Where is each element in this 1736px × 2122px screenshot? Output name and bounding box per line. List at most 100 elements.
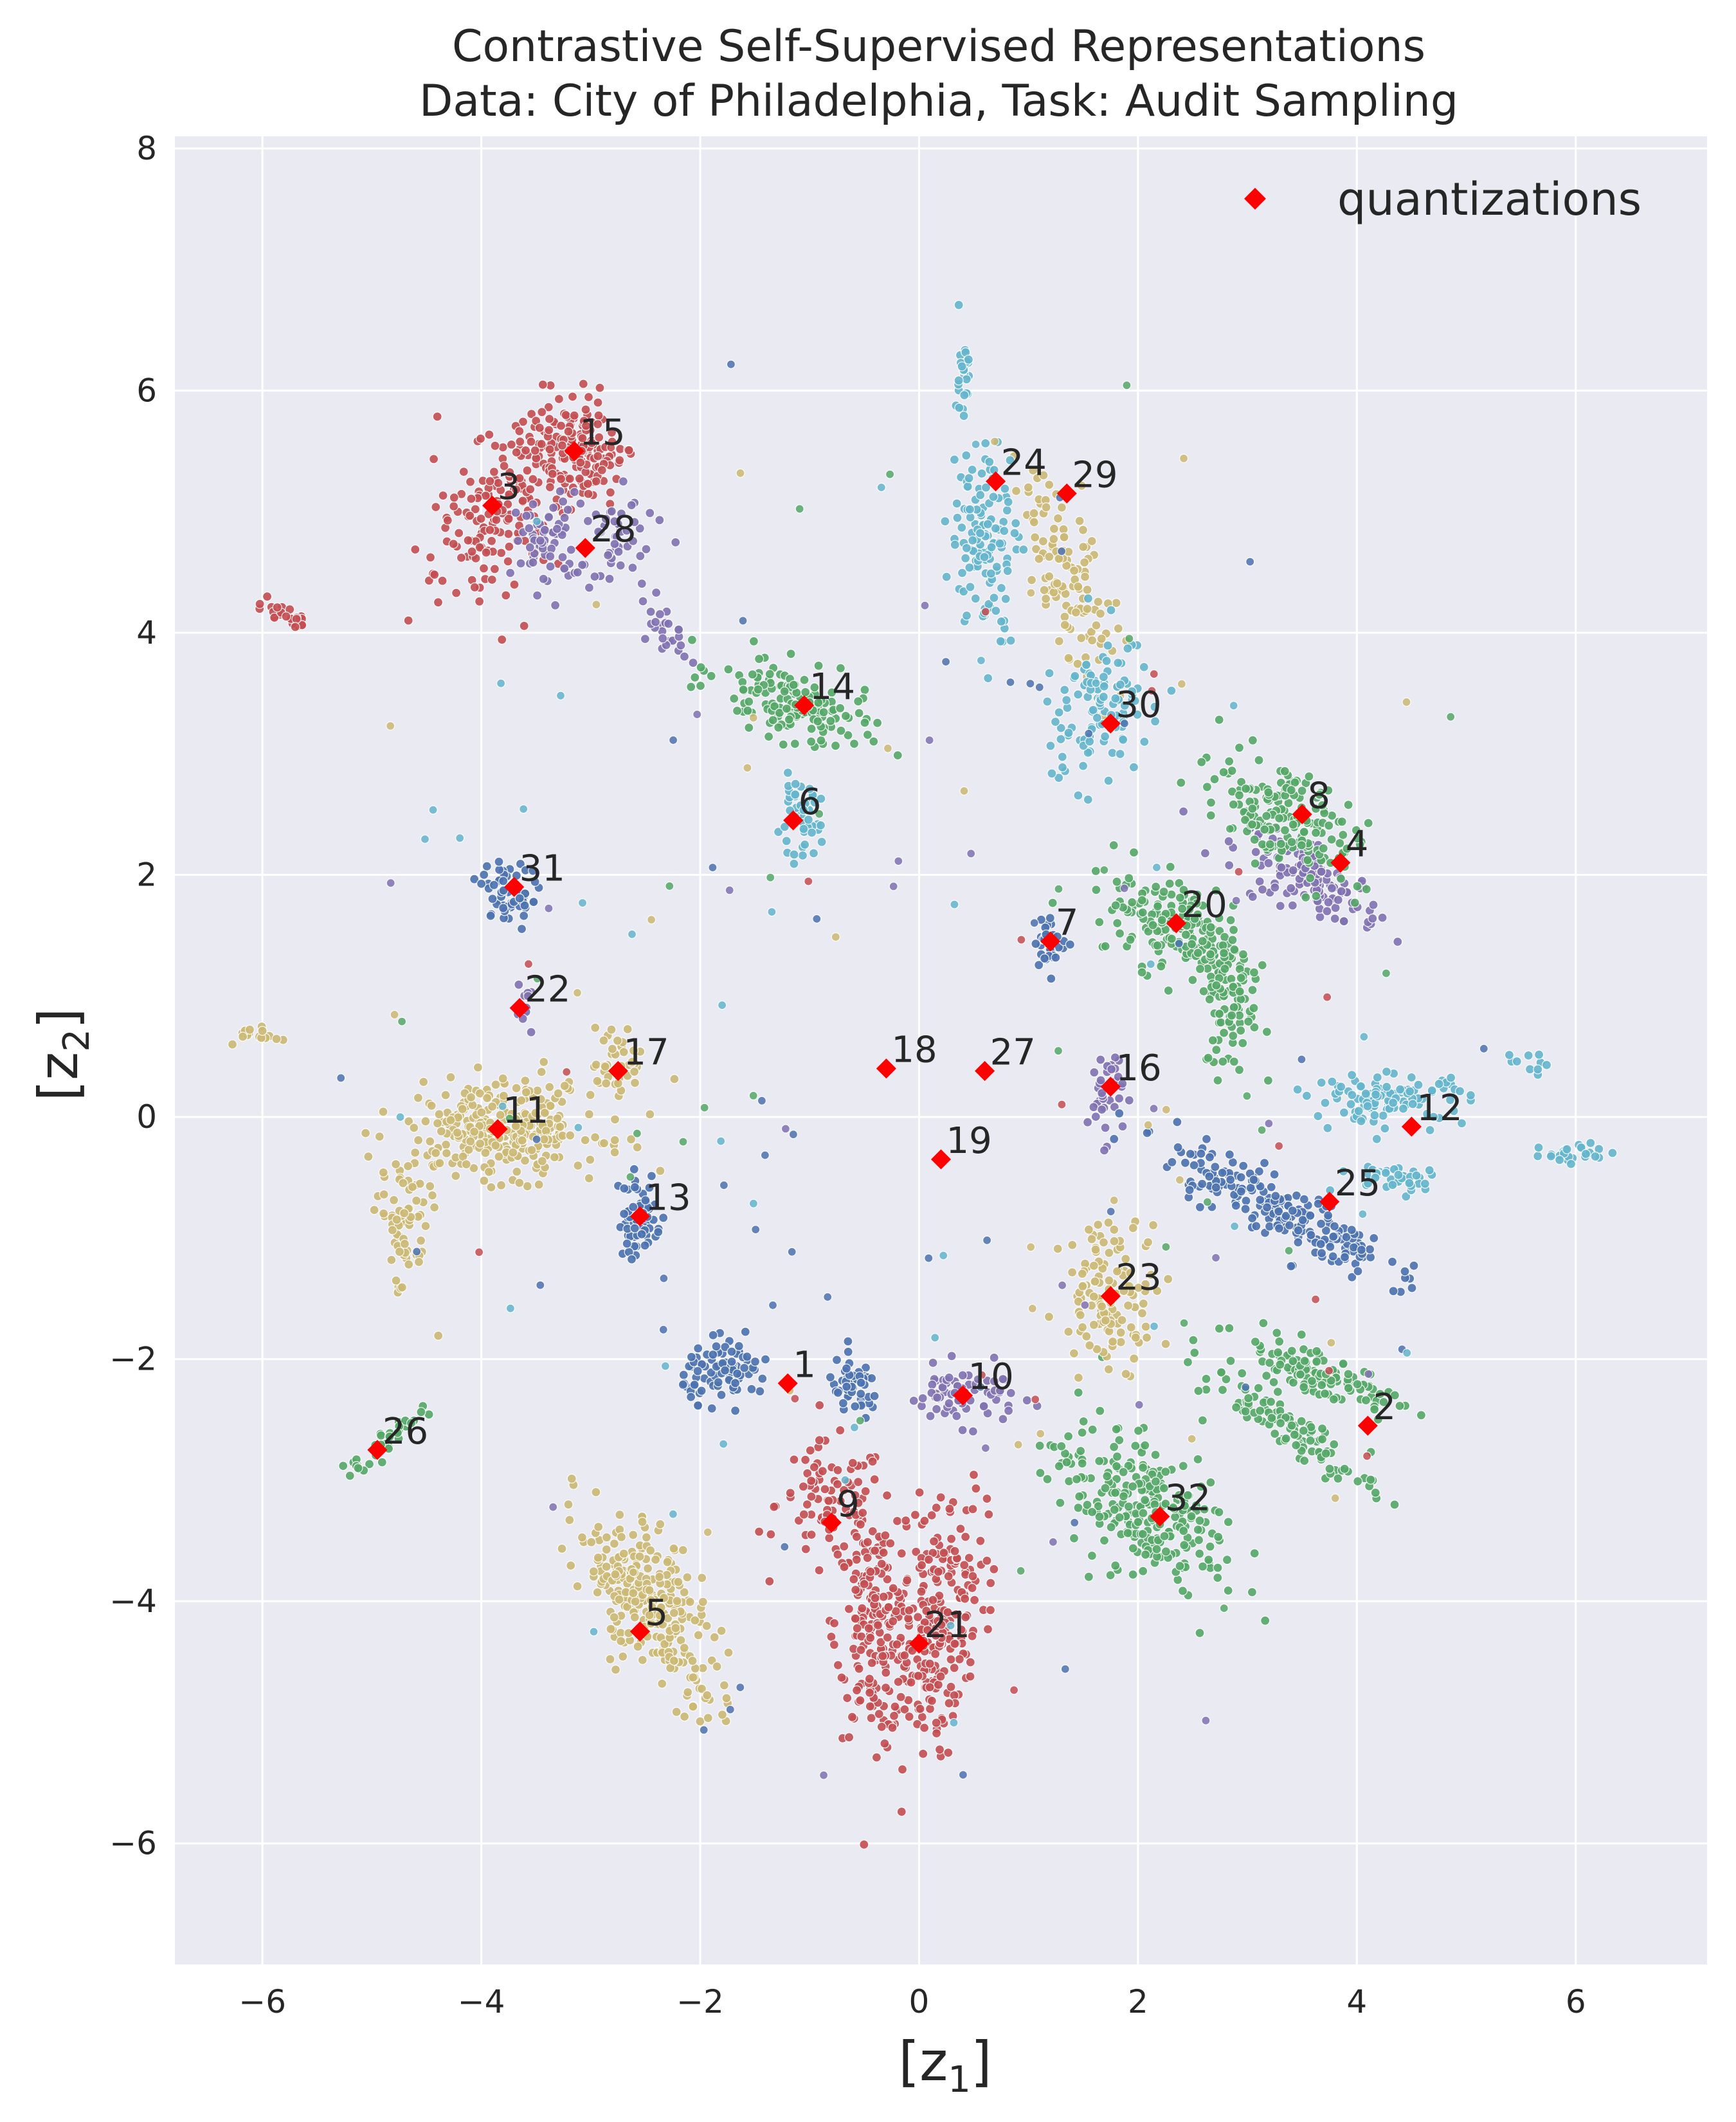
scatter-point [503,514,514,524]
scatter-point [940,516,950,527]
scatter-point [836,725,846,736]
scatter-point [1261,1202,1272,1213]
scatter-point [387,1225,397,1235]
scatter-point [1096,1055,1106,1065]
scatter-point [959,1560,970,1570]
scatter-point [601,1078,611,1089]
scatter-point [642,1563,653,1573]
scatter-point [1164,878,1175,889]
scatter-point [766,873,775,882]
scatter-point [1193,948,1203,958]
scatter-point [1369,1233,1379,1244]
scatter-point [498,903,509,913]
scatter-point [824,1496,834,1506]
scatter-point [1049,523,1060,534]
scatter-point [1291,1440,1301,1451]
scatter-point [815,1400,825,1410]
scatter-point [1225,1174,1236,1185]
scatter-point [919,1723,930,1733]
scatter-point [954,300,964,310]
scatter-point [272,602,282,613]
scatter-point [789,858,799,869]
scatter-point [690,1615,700,1626]
scatter-point [943,1571,954,1581]
scatter-point [1261,1026,1272,1037]
scatter-point [968,1426,979,1437]
x-axis-label: [z1] [898,2030,991,2101]
scatter-point [632,1142,642,1152]
scatter-point [1017,935,1026,945]
x-tick-label: 4 [1346,1983,1367,2020]
scatter-point [982,1624,993,1635]
scatter-point [1152,862,1162,873]
x-axis-label-end: ] [971,2030,992,2093]
scatter-point [831,1355,842,1365]
quantization-label: 9 [836,1483,860,1525]
scatter-point [1091,678,1101,688]
scatter-point [1307,1376,1317,1386]
scatter-point [464,1145,474,1155]
scatter-point [446,1115,456,1125]
scatter-point [1073,790,1083,801]
scatter-point [774,707,785,718]
scatter-point [1373,1414,1383,1424]
scatter-point [729,693,739,704]
scatter-point [975,490,986,500]
scatter-point [622,1238,632,1249]
scatter-point [637,579,647,589]
scatter-point [1055,1498,1065,1508]
scatter-point [920,601,930,610]
scatter-point [1090,1244,1101,1255]
scatter-point [1254,755,1264,765]
scatter-point [651,587,662,598]
scatter-point [1339,916,1349,927]
scatter-point [725,885,734,895]
scatter-point [1203,1053,1213,1063]
x-tick-label: −4 [458,1983,505,2020]
scatter-point [925,1682,935,1692]
scatter-point [998,1414,1008,1424]
scatter-point [441,1148,452,1159]
scatter-point [768,1300,778,1310]
scatter-point [601,1545,611,1555]
scatter-point [496,548,507,558]
scatter-point [1382,1082,1392,1092]
scatter-point [829,1640,840,1650]
scatter-point [984,1509,994,1519]
scatter-point [1214,1507,1224,1518]
scatter-point [692,709,702,720]
scatter-point [782,768,793,778]
scatter-point [577,898,588,908]
scatter-point [1284,1246,1294,1256]
scatter-point [721,1693,732,1703]
scatter-point [658,1325,668,1334]
scatter-point [1353,1266,1363,1276]
scatter-point [876,1637,886,1647]
scatter-point [855,1695,865,1705]
scatter-point [1353,1476,1363,1487]
scatter-point [928,1595,938,1605]
scatter-point [572,988,583,998]
scatter-point [1204,1555,1214,1565]
scatter-point [644,1183,655,1193]
scatter-point [860,1486,871,1496]
scatter-point [713,1377,723,1388]
scatter-point [686,1352,697,1362]
scatter-point [1108,840,1119,851]
scatter-point [619,1183,629,1193]
scatter-point [1045,913,1055,923]
scatter-point [591,1060,601,1070]
scatter-point [1342,844,1352,854]
scatter-point [610,516,620,527]
scatter-point [1237,1368,1247,1379]
scatter-point [1405,1086,1415,1096]
scatter-point [508,1147,518,1157]
scatter-point [1270,1191,1281,1201]
scatter-point [1141,1321,1151,1332]
scatter-point [1393,1170,1404,1180]
scatter-point [1179,1540,1189,1550]
scatter-point [556,691,566,700]
scatter-point [818,707,829,718]
scatter-point [1090,866,1101,876]
scatter-point [1165,862,1175,872]
